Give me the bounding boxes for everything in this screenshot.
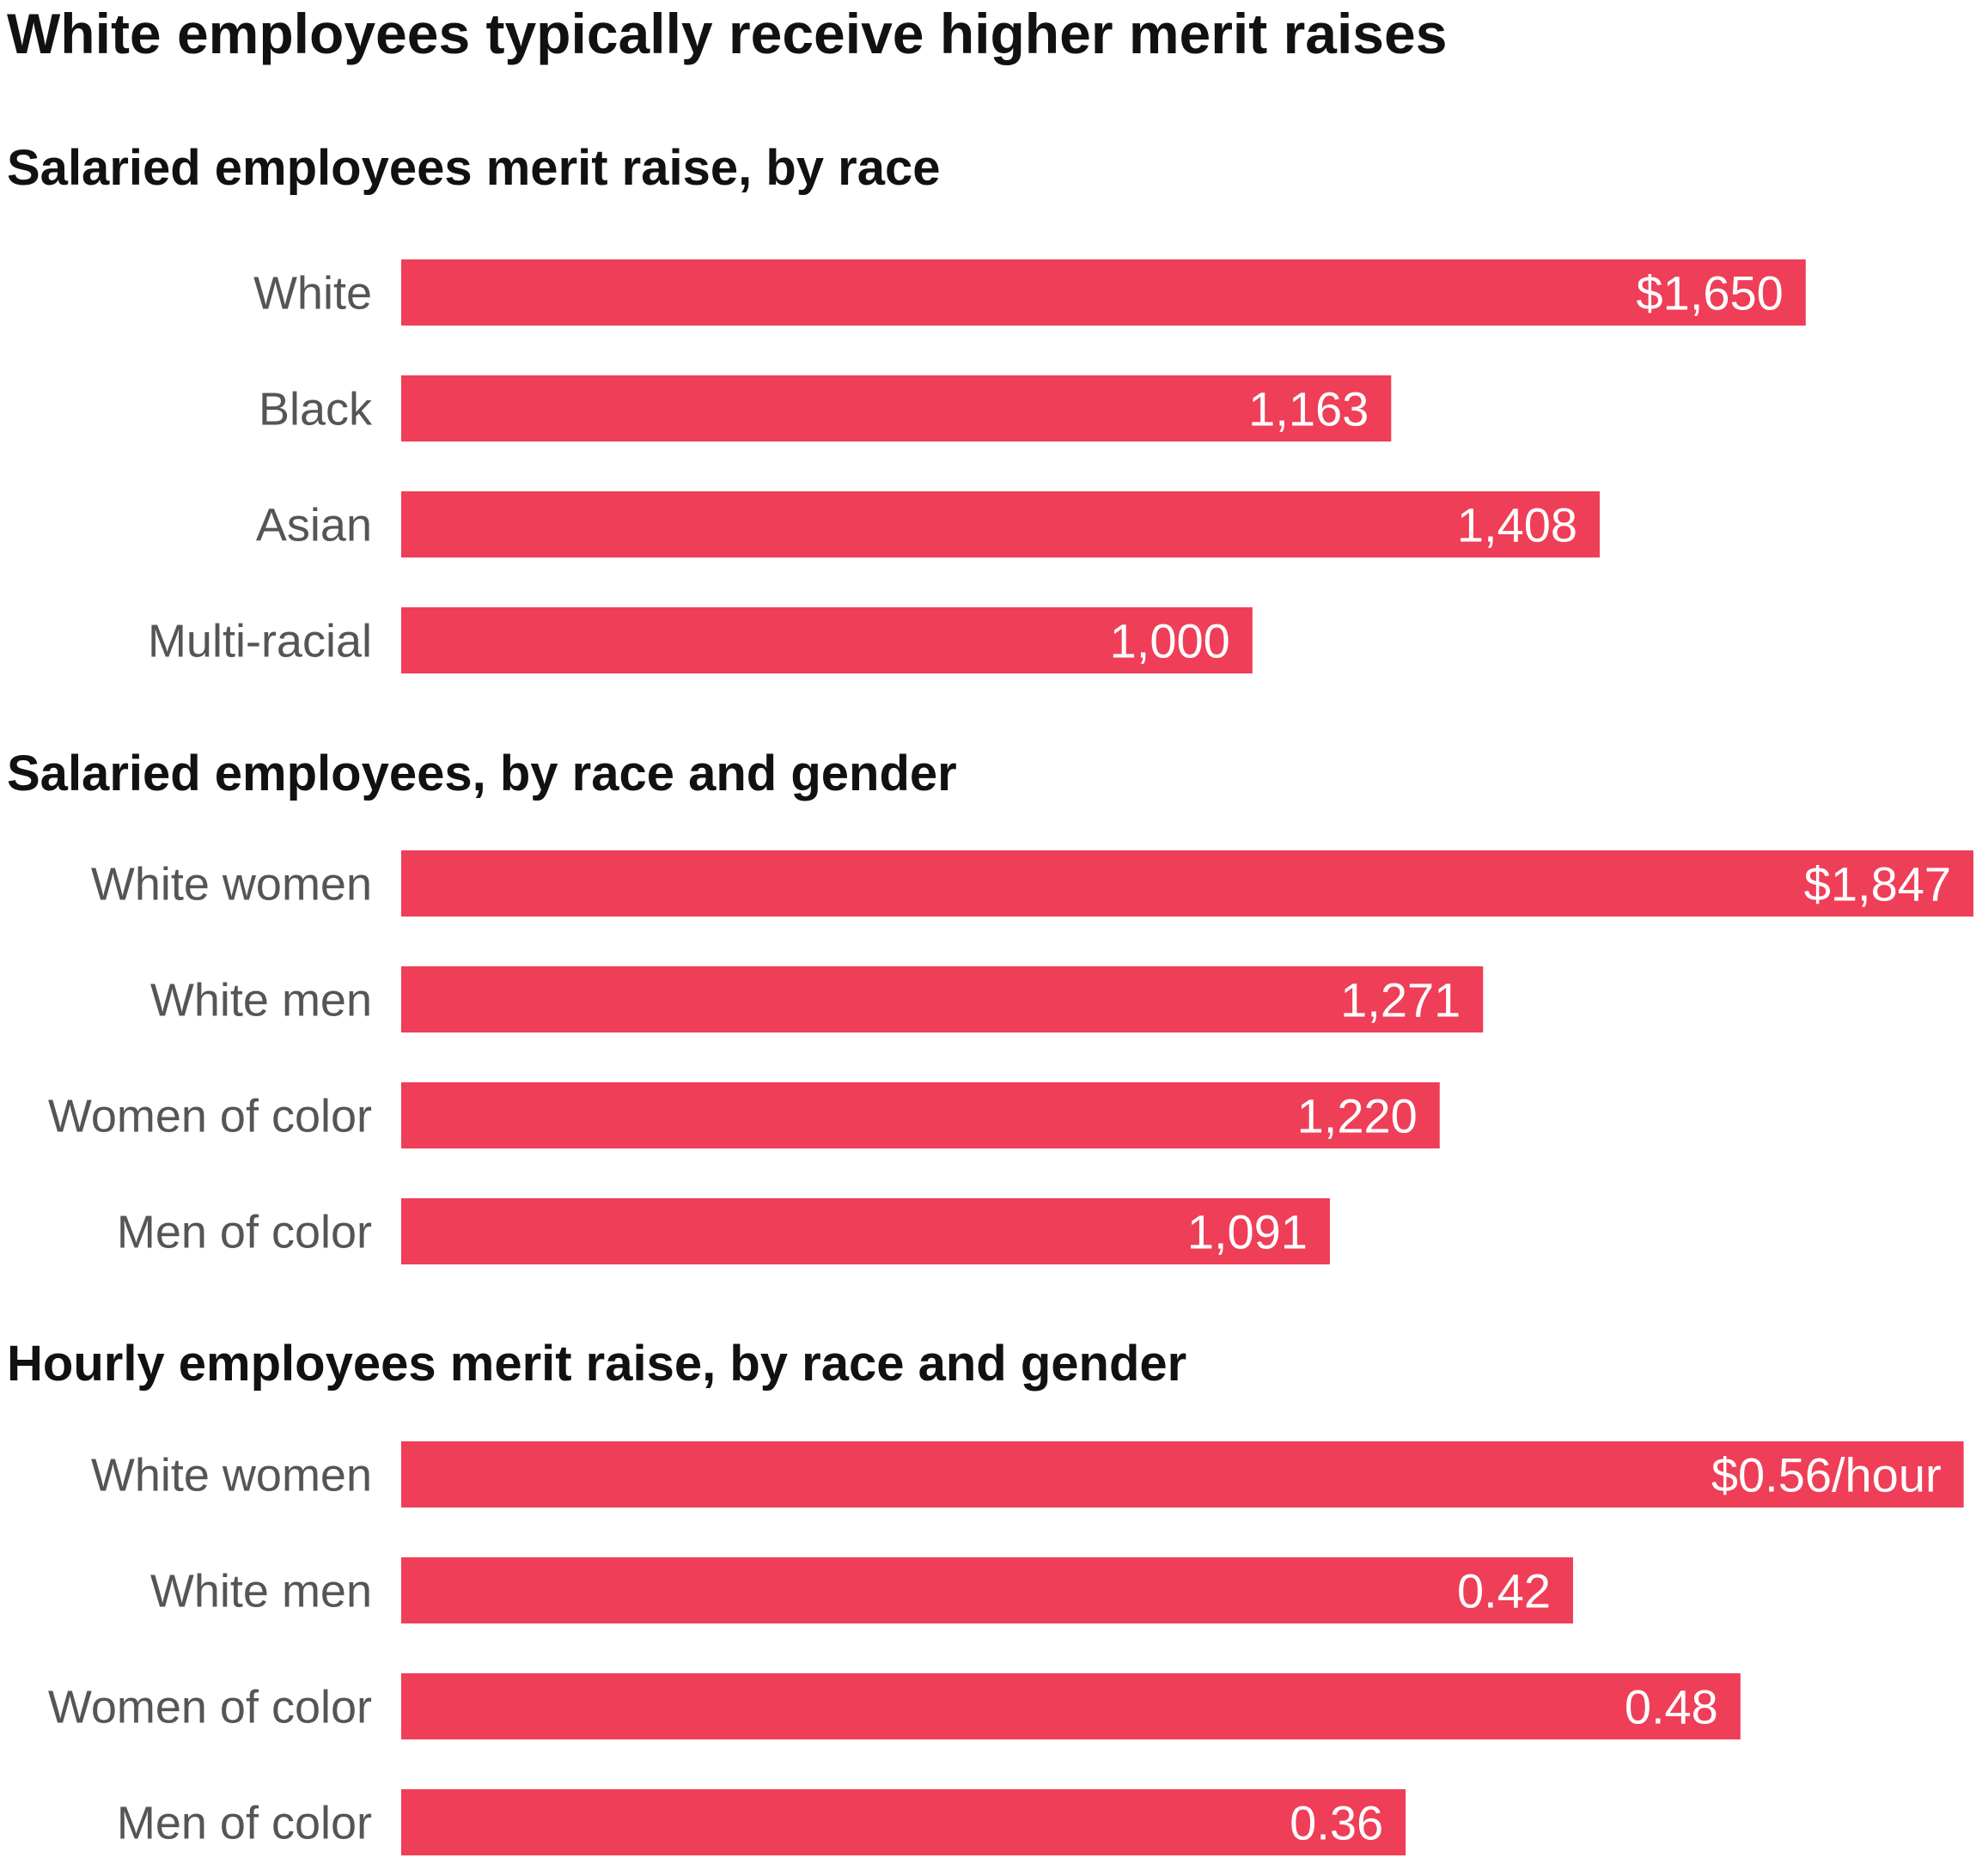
- panel-title: Hourly employees merit raise, by race an…: [7, 1336, 1186, 1392]
- panel-title: Salaried employees, by race and gender: [7, 746, 957, 801]
- bar: [401, 259, 1806, 326]
- chart-panel-3: Hourly employees merit raise, by race an…: [7, 1336, 1964, 1855]
- value-label: 1,163: [1248, 382, 1369, 436]
- bar: [401, 1557, 1573, 1623]
- category-label: Multi-racial: [148, 616, 372, 667]
- bar: [401, 1673, 1741, 1739]
- category-label: White men: [150, 975, 372, 1026]
- chart-panel-2: Salaried employees, by race and gender Wh…: [7, 746, 1973, 1264]
- chart-panels: Salaried employees merit raise, by race W…: [7, 140, 1973, 1855]
- panel-title: Salaried employees merit raise, by race: [7, 140, 941, 196]
- value-label: 1,220: [1297, 1089, 1418, 1143]
- category-label: Men of color: [117, 1798, 372, 1849]
- bar: [401, 1789, 1406, 1855]
- value-label: 1,271: [1340, 973, 1461, 1027]
- bar: [401, 966, 1484, 1032]
- bar: [401, 375, 1392, 442]
- value-label: 0.48: [1625, 1680, 1718, 1734]
- category-label: Men of color: [117, 1207, 372, 1258]
- category-label: Black: [259, 384, 373, 436]
- bar: [401, 1441, 1964, 1508]
- category-label: Women of color: [48, 1682, 372, 1733]
- value-label: $0.56/hour: [1711, 1448, 1942, 1502]
- bar: [401, 850, 1973, 917]
- category-label: White women: [91, 1450, 372, 1501]
- category-label: Asian: [256, 500, 372, 551]
- bar: [401, 491, 1601, 557]
- chart-panel-1: Salaried employees merit raise, by race W…: [7, 140, 1806, 673]
- category-label: White: [253, 268, 372, 320]
- value-label: 0.36: [1290, 1796, 1383, 1850]
- value-label: 0.42: [1457, 1564, 1551, 1618]
- value-label: $1,650: [1637, 266, 1784, 320]
- category-label: Women of color: [48, 1091, 372, 1142]
- bar: [401, 607, 1253, 673]
- value-label: 1,408: [1457, 498, 1577, 552]
- bar: [401, 1198, 1330, 1264]
- category-label: White women: [91, 859, 372, 911]
- value-label: 1,000: [1110, 614, 1230, 668]
- value-label: 1,091: [1187, 1205, 1308, 1259]
- category-label: White men: [150, 1566, 372, 1617]
- bar: [401, 1082, 1440, 1148]
- value-label: $1,847: [1804, 857, 1951, 911]
- chart-title: White employees typically receive higher…: [7, 2, 1447, 65]
